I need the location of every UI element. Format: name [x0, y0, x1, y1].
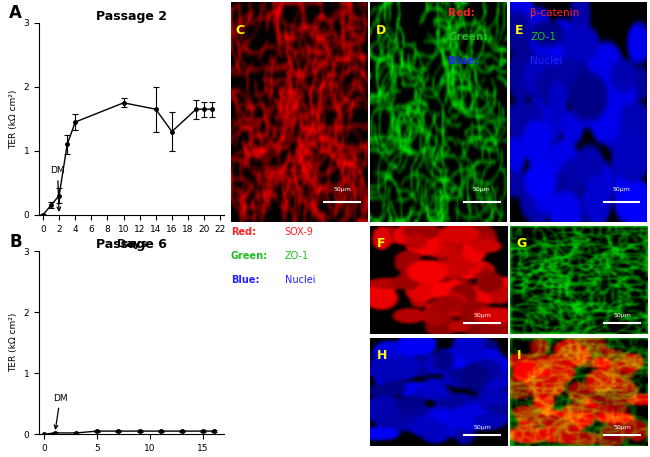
Text: 50μm: 50μm — [613, 187, 630, 192]
Text: 50μm: 50μm — [333, 187, 351, 192]
Text: C: C — [236, 24, 245, 37]
Text: 50μm: 50μm — [473, 314, 491, 319]
Text: ZO-1: ZO-1 — [285, 251, 309, 261]
Text: B: B — [9, 233, 22, 251]
Text: I: I — [516, 350, 521, 362]
Text: Blue:: Blue: — [448, 56, 479, 66]
Text: Nuclei: Nuclei — [530, 56, 563, 66]
Text: DM: DM — [53, 393, 68, 429]
Text: 50μm: 50μm — [473, 187, 491, 192]
Title: Passage 6: Passage 6 — [96, 239, 167, 251]
Text: Green:: Green: — [231, 251, 268, 261]
Text: Green:: Green: — [448, 32, 488, 42]
Text: D: D — [376, 24, 386, 37]
X-axis label: Days: Days — [116, 239, 147, 249]
Text: 50μm: 50μm — [473, 425, 491, 430]
Text: 50μm: 50μm — [613, 314, 631, 319]
Text: DM: DM — [50, 166, 65, 211]
Text: H: H — [376, 350, 387, 362]
Text: Red:: Red: — [231, 227, 256, 237]
Y-axis label: TER (kΩ cm²): TER (kΩ cm²) — [9, 313, 18, 372]
Text: A: A — [9, 4, 22, 21]
Text: E: E — [515, 24, 524, 37]
Text: SOX-9: SOX-9 — [285, 227, 314, 237]
Text: Nuclei: Nuclei — [285, 276, 315, 286]
Text: 50μm: 50μm — [613, 425, 631, 430]
Title: Passage 2: Passage 2 — [96, 10, 167, 23]
Y-axis label: TER (kΩ cm²): TER (kΩ cm²) — [9, 89, 18, 149]
Text: ZO-1: ZO-1 — [530, 32, 556, 42]
Text: Red:: Red: — [448, 8, 475, 18]
Text: G: G — [516, 238, 526, 250]
Text: β-catenin: β-catenin — [530, 8, 580, 18]
Text: F: F — [376, 238, 385, 250]
Text: Blue:: Blue: — [231, 276, 259, 286]
